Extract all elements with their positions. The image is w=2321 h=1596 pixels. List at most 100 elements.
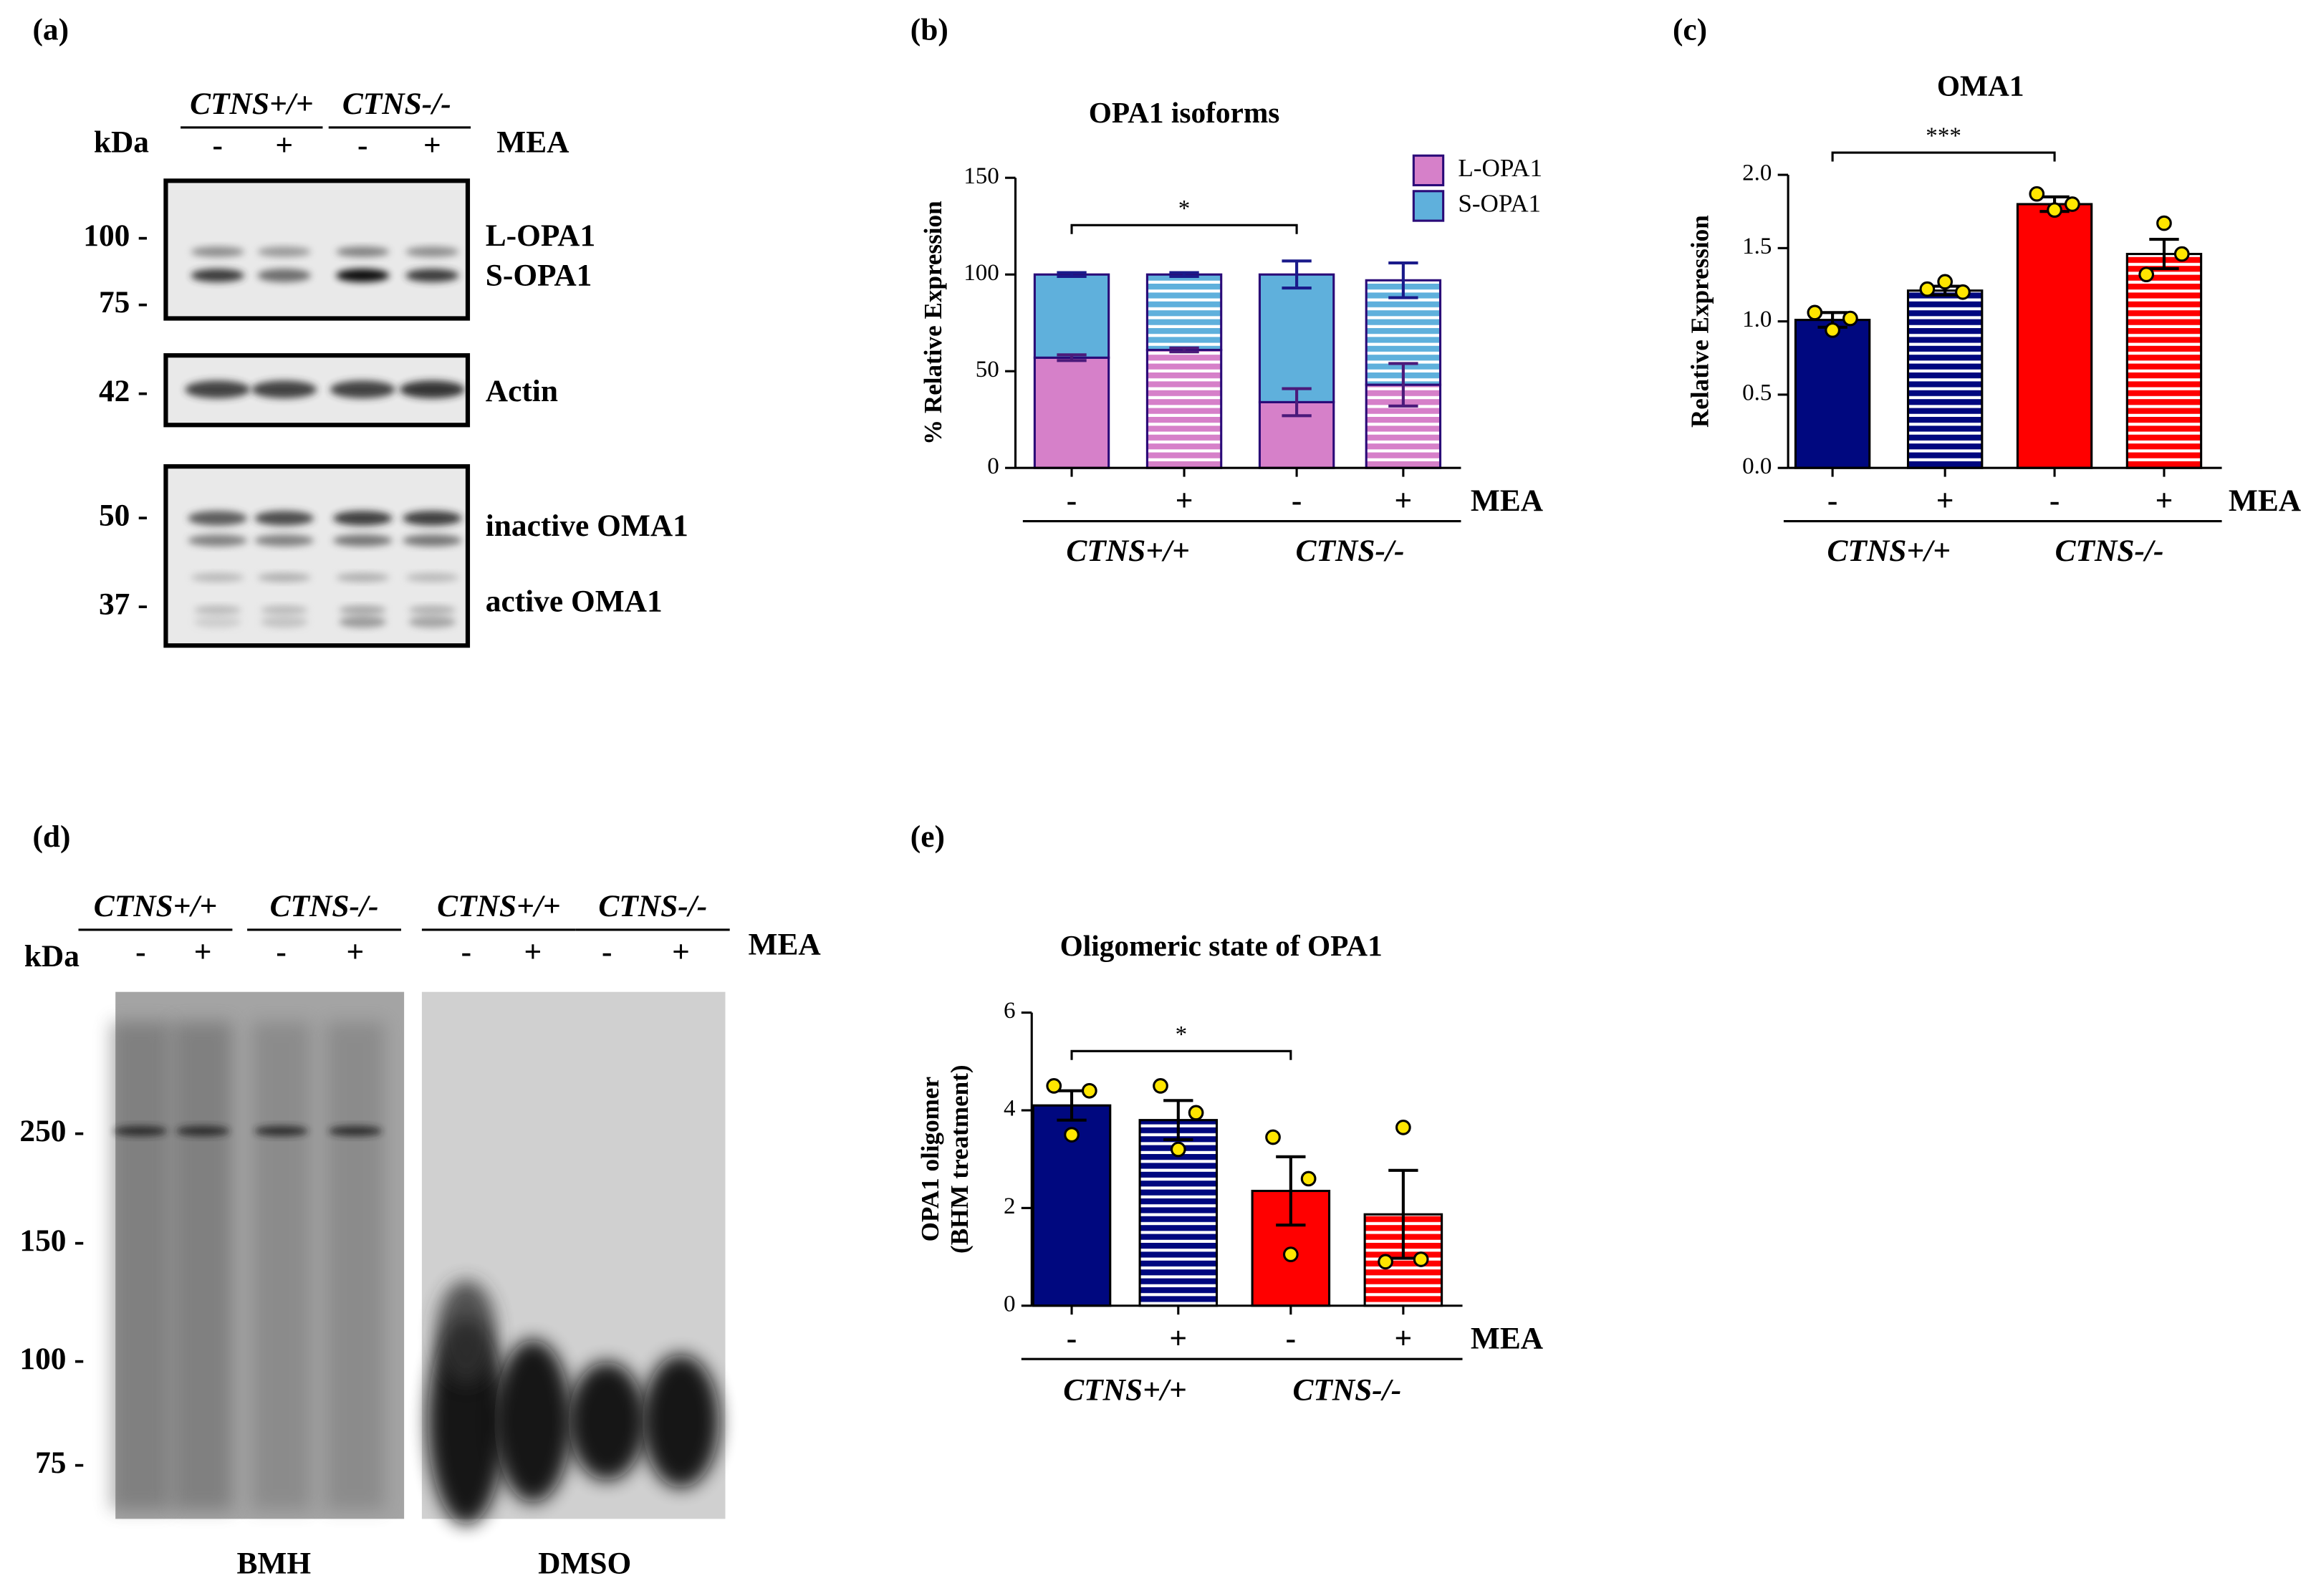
blot-band (339, 615, 387, 628)
blot-band (332, 534, 393, 547)
panel-label: (e) (910, 819, 945, 854)
blot-band (330, 380, 395, 399)
bar-segment (1145, 273, 1223, 352)
error-bar (1282, 387, 1312, 418)
data-point (1413, 1251, 1429, 1267)
blot-band (403, 511, 462, 526)
blot-band (642, 1354, 720, 1488)
significance-bracket (1831, 151, 2056, 162)
group-label: CTNS+/+ (94, 889, 217, 923)
error-bar (1169, 346, 1199, 354)
blot-band (336, 572, 390, 582)
error-bar (1057, 353, 1087, 362)
data-point (2065, 196, 2080, 212)
error-bar (2149, 238, 2179, 271)
data-point (1395, 1120, 1411, 1135)
blot-band (254, 1125, 308, 1137)
significance-label: * (1178, 196, 1191, 221)
treatment-label: - (135, 935, 145, 969)
y-tick-label: 2.0 (1742, 160, 1772, 186)
group-label: CTNS-/- (598, 889, 707, 923)
treatment-label: - (213, 128, 223, 163)
significance-label: * (1176, 1021, 1188, 1047)
group-label: CTNS+/+ (1066, 534, 1189, 568)
data-point (1064, 1127, 1080, 1143)
error-bar (1163, 1099, 1193, 1141)
x-tick-label: - (1067, 484, 1077, 518)
blot-band (336, 246, 390, 257)
blot-box (163, 464, 471, 648)
data-point (2029, 186, 2045, 202)
chart-title: Oligomeric state of OPA1 (1060, 929, 1383, 962)
y-axis-label: % Relative Expression (919, 201, 947, 445)
blot-band (193, 605, 241, 615)
x-tick-label: + (1176, 484, 1193, 518)
data-point (2047, 202, 2062, 218)
treatment-title: MEA (1471, 1321, 1543, 1355)
panel-label: (b) (910, 13, 948, 47)
bar-segment (1145, 348, 1223, 469)
data-point (2138, 266, 2155, 283)
panel-label: (a) (32, 13, 69, 47)
legend-label: S-OPA1 (1458, 190, 1541, 218)
group-label: CTNS-/- (342, 87, 451, 121)
blot-band (251, 380, 317, 399)
y-tick-label: 0.5 (1742, 380, 1772, 406)
blot-smear (325, 1021, 385, 1510)
blot-band (114, 1125, 168, 1137)
x-tick-label: - (1827, 484, 1837, 518)
bar (2125, 252, 2203, 469)
marker-label: 50 - (99, 498, 148, 532)
data-point (1170, 1141, 1186, 1158)
treatment-title: MEA (2229, 484, 2301, 518)
group-label: CTNS+/+ (437, 889, 560, 923)
x-tick-label: + (2156, 484, 2173, 518)
blot-band (254, 534, 314, 547)
treatment-label: - (602, 935, 612, 969)
x-tick-label: + (1395, 484, 1413, 518)
significance-bracket (1070, 1049, 1292, 1060)
condition-label: DMSO (538, 1546, 631, 1580)
y-axis-label: (BHM treatment) (946, 1064, 974, 1254)
x-tick-label: - (1292, 484, 1302, 518)
blot-band (408, 615, 456, 628)
unit-label: kDa (94, 125, 149, 160)
y-tick-label: 6 (1004, 998, 1016, 1024)
data-point (1300, 1170, 1317, 1187)
condition-label: BMH (236, 1546, 311, 1580)
data-point (1265, 1129, 1281, 1145)
blot-band (403, 534, 462, 547)
blot-band (193, 615, 241, 628)
blot-band (191, 572, 244, 582)
significance-bracket (1070, 223, 1298, 234)
blot-band (254, 511, 314, 526)
data-point (1919, 281, 1936, 297)
bar-segment (1258, 273, 1335, 403)
legend-label: L-OPA1 (1458, 154, 1542, 182)
data-point (1188, 1105, 1204, 1121)
significance-label: *** (1926, 123, 1961, 149)
blot-band (336, 269, 390, 282)
group-label: CTNS+/+ (1063, 1373, 1186, 1408)
y-tick-label: 1.5 (1742, 234, 1772, 259)
x-tick-label: - (1286, 1321, 1296, 1355)
bar (2016, 203, 2093, 469)
bar-segment (1365, 383, 1442, 469)
blot-band (568, 1362, 645, 1481)
blot-band (339, 605, 387, 615)
blot-band (405, 572, 459, 582)
treatment-label: + (194, 935, 212, 969)
band-label: Actin (486, 374, 558, 408)
panel-label: (c) (1673, 13, 1707, 47)
group-label: CTNS+/+ (1827, 534, 1950, 568)
y-tick-label: 1.0 (1742, 307, 1772, 332)
blot-band (408, 605, 456, 615)
y-axis-label: Relative Expression (1686, 215, 1714, 428)
blot-band (188, 534, 248, 547)
marker-label: 100 - (83, 218, 148, 253)
y-tick-label: 50 (976, 357, 999, 383)
data-point (1807, 304, 1823, 321)
treatment-label: + (672, 935, 690, 969)
band-label: active OMA1 (486, 584, 663, 618)
